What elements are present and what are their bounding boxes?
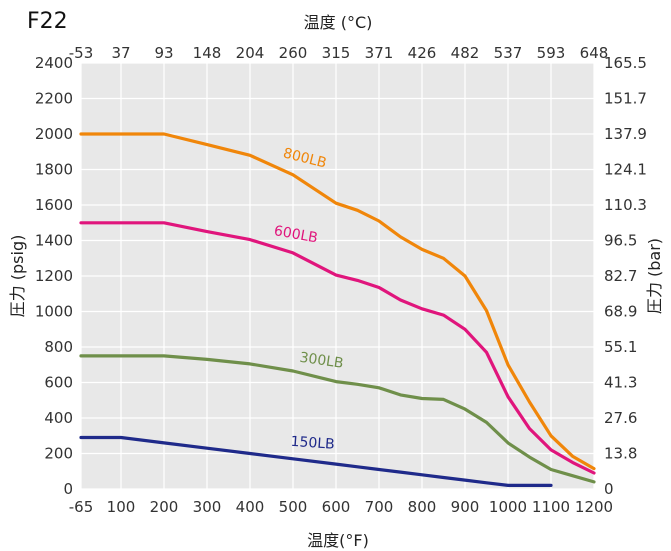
x-tick-label: 900 xyxy=(451,498,480,516)
x2-tick-label: 148 xyxy=(193,44,222,62)
x-tick-label: 800 xyxy=(408,498,437,516)
y2-tick-label: 13.8 xyxy=(604,445,637,463)
y-tick-label: 1800 xyxy=(35,161,73,179)
x-tick-label: 400 xyxy=(236,498,265,516)
y-tick-label: 2200 xyxy=(35,90,73,108)
x-tick-label: 1000 xyxy=(489,498,527,516)
x-tick-label: 700 xyxy=(365,498,394,516)
left-axis-label: 圧力 (psig) xyxy=(8,235,27,318)
y-tick-label: 800 xyxy=(44,338,73,356)
series-line-150lb xyxy=(79,435,553,487)
series-line-800lb xyxy=(79,132,596,471)
x2-tick-label: 537 xyxy=(494,44,523,62)
chart-title: F22 xyxy=(27,9,68,34)
right-axis-label: 圧力 (bar) xyxy=(645,238,664,314)
series-line-600lb xyxy=(79,221,596,475)
x-tick-label: 1200 xyxy=(575,498,613,516)
top-axis-label: 温度 (°C) xyxy=(304,13,373,32)
y-tick-label: 1000 xyxy=(35,303,73,321)
y2-tick-label: 0 xyxy=(604,480,614,498)
x-tick-label: 1100 xyxy=(532,498,570,516)
series-label-600lb: 600LB xyxy=(273,223,319,246)
y-tick-label: 400 xyxy=(44,409,73,427)
x-tick-label: 300 xyxy=(193,498,222,516)
x2-tick-label: 37 xyxy=(111,44,130,62)
y2-tick-label: 55.1 xyxy=(604,338,637,356)
y-tick-label: 2000 xyxy=(35,125,73,143)
y2-tick-label: 27.6 xyxy=(604,409,637,427)
y2-tick-label: 41.3 xyxy=(604,374,637,392)
x-tick-label: 100 xyxy=(107,498,136,516)
x2-tick-label: 204 xyxy=(236,44,265,62)
y2-tick-label: 82.7 xyxy=(604,267,637,285)
y2-tick-label: 110.3 xyxy=(604,196,647,214)
y2-tick-label: 68.9 xyxy=(604,303,637,321)
x2-tick-label: 371 xyxy=(365,44,394,62)
y-tick-label: 2400 xyxy=(35,54,73,72)
y-tick-label: 0 xyxy=(63,480,73,498)
y2-tick-label: 124.1 xyxy=(604,161,647,179)
x2-tick-label: -53 xyxy=(69,44,94,62)
y-tick-label: 1400 xyxy=(35,232,73,250)
x2-tick-label: 648 xyxy=(580,44,609,62)
y2-tick-label: 137.9 xyxy=(604,125,647,143)
x2-tick-label: 93 xyxy=(154,44,173,62)
tick-labels: -65 -53 100 37 200 93 300 148 400 204 500 260 600 315… xyxy=(35,44,647,516)
series-line-300lb xyxy=(79,354,596,484)
series-label-300lb: 300LB xyxy=(299,350,345,372)
x-tick-label: 500 xyxy=(279,498,308,516)
y-tick-label: 1600 xyxy=(35,196,73,214)
x-tick-label: -65 xyxy=(69,498,94,516)
y2-tick-label: 96.5 xyxy=(604,232,637,250)
y-tick-label: 1200 xyxy=(35,267,73,285)
x2-tick-label: 426 xyxy=(408,44,437,62)
x2-tick-label: 482 xyxy=(451,44,480,62)
x-tick-label: 600 xyxy=(322,498,351,516)
x2-tick-label: 593 xyxy=(537,44,566,62)
y-tick-label: 200 xyxy=(44,445,73,463)
series-lines xyxy=(79,132,596,487)
y2-tick-label: 151.7 xyxy=(604,90,647,108)
y2-tick-label: 165.5 xyxy=(604,54,647,72)
x2-tick-label: 315 xyxy=(322,44,351,62)
x-tick-label: 200 xyxy=(150,498,179,516)
series-label-150lb: 150LB xyxy=(290,434,335,453)
y-tick-label: 600 xyxy=(44,374,73,392)
x2-tick-label: 260 xyxy=(279,44,308,62)
bottom-axis-label: 温度(°F) xyxy=(307,531,369,550)
